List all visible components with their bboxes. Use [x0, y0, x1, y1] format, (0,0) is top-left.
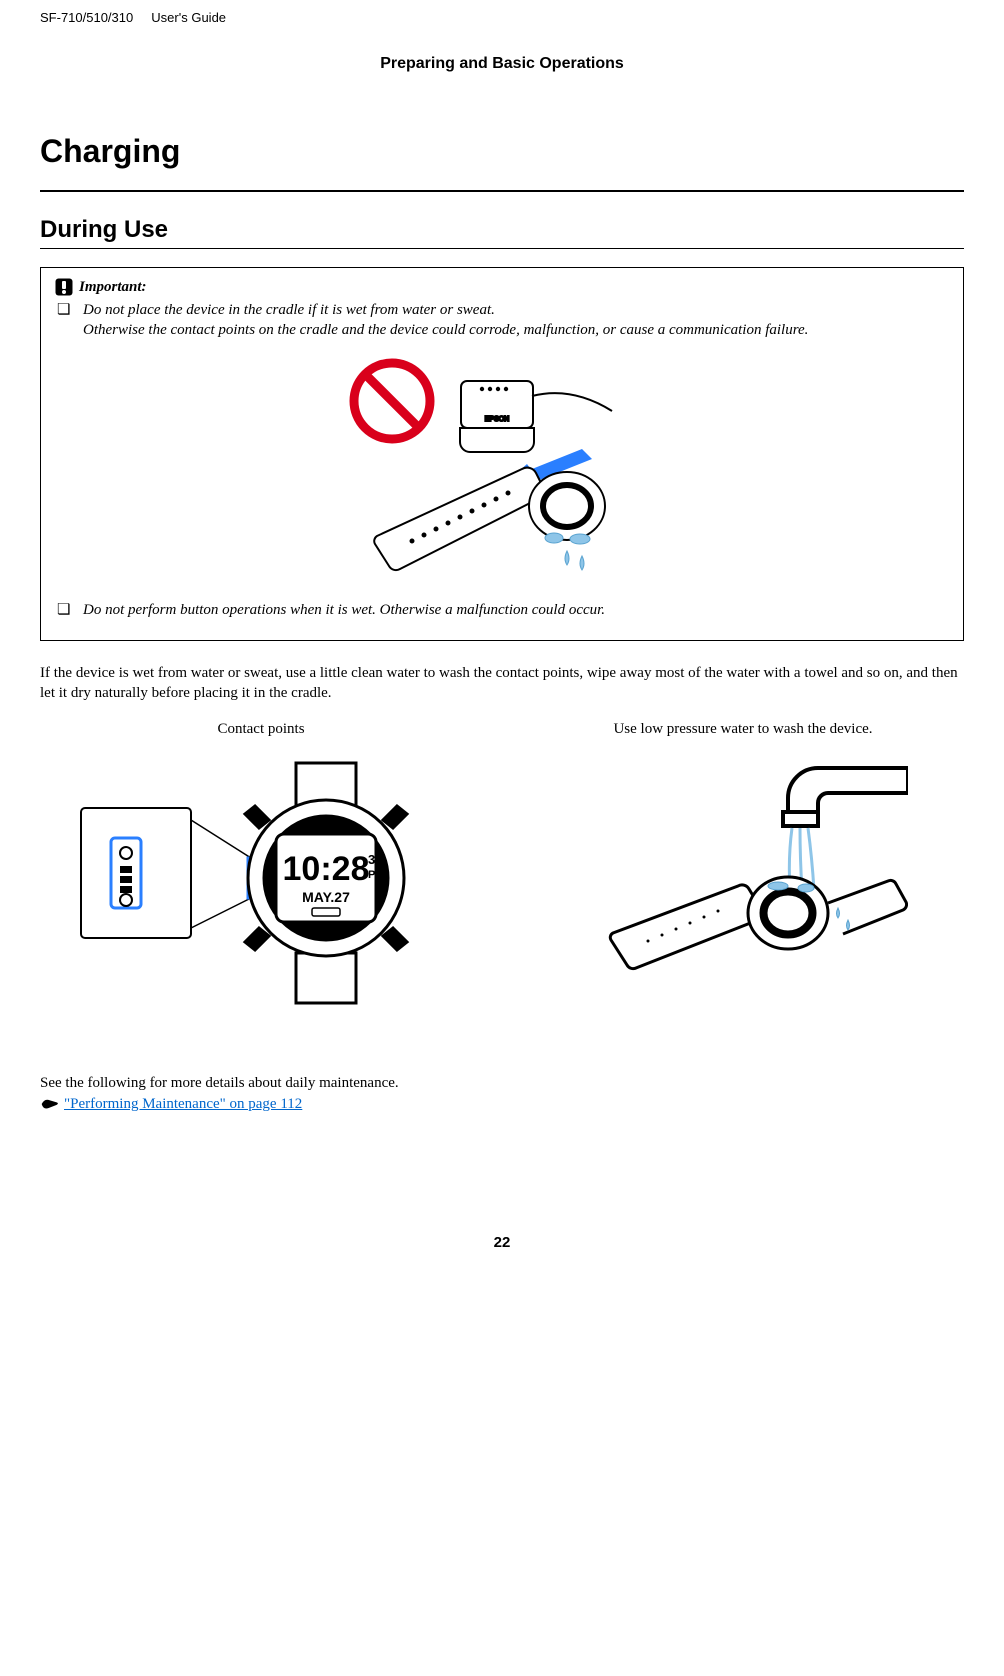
- cradle-figure: EPSON: [460, 381, 612, 452]
- maintenance-link[interactable]: "Performing Maintenance" on page 112: [64, 1096, 302, 1112]
- footer-text: See the following for more details about…: [40, 1075, 399, 1091]
- product-name: SF-710/510/310: [40, 10, 133, 25]
- pointer-hand-icon: [40, 1097, 60, 1111]
- svg-text:PM: PM: [368, 869, 385, 881]
- important-item-1-line2: Otherwise the contact points on the crad…: [83, 322, 808, 338]
- col-wash-device: Use low pressure water to wash the devic…: [522, 721, 964, 1013]
- two-column-figures: Contact points: [40, 721, 964, 1013]
- important-item-2: Do not perform button operations when it…: [83, 600, 949, 620]
- important-list-2: Do not perform button operations when it…: [55, 600, 949, 620]
- prohibit-icon: [354, 363, 430, 439]
- footer-paragraph: See the following for more details about…: [40, 1073, 964, 1114]
- important-label-text: Important:: [79, 279, 147, 296]
- important-item-1-line1: Do not place the device in the cradle if…: [83, 302, 495, 318]
- important-label: Important:: [55, 278, 949, 296]
- subsection-title: During Use: [40, 216, 964, 244]
- cradle-warning-figure: EPSON: [55, 351, 949, 586]
- svg-text:10:28: 10:28: [283, 850, 370, 888]
- header-line: SF-710/510/310 User's Guide: [40, 10, 964, 25]
- important-box: Important: Do not place the device in th…: [40, 267, 964, 641]
- page-title: Charging: [40, 133, 964, 170]
- doc-type: User's Guide: [151, 10, 226, 25]
- wet-watch-figure: [374, 467, 605, 569]
- title-rule: [40, 190, 964, 192]
- page-number: 22: [40, 1234, 964, 1251]
- important-list: Do not place the device in the cradle if…: [55, 300, 949, 341]
- subsection-rule: [40, 248, 964, 249]
- contact-points-figure: 10:28 39 PM MAY.27: [76, 758, 446, 1008]
- svg-text:EPSON: EPSON: [485, 416, 510, 423]
- important-item-1: Do not place the device in the cradle if…: [83, 300, 949, 341]
- svg-text:39: 39: [368, 852, 382, 867]
- caption-wash: Use low pressure water to wash the devic…: [522, 721, 964, 738]
- caption-contact-points: Contact points: [40, 721, 482, 738]
- body-paragraph: If the device is wet from water or sweat…: [40, 663, 964, 704]
- col-contact-points: Contact points: [40, 721, 482, 1013]
- section-header: Preparing and Basic Operations: [40, 55, 964, 73]
- svg-text:MAY.27: MAY.27: [302, 889, 350, 905]
- wash-device-figure: [578, 758, 908, 988]
- important-icon: [55, 278, 73, 296]
